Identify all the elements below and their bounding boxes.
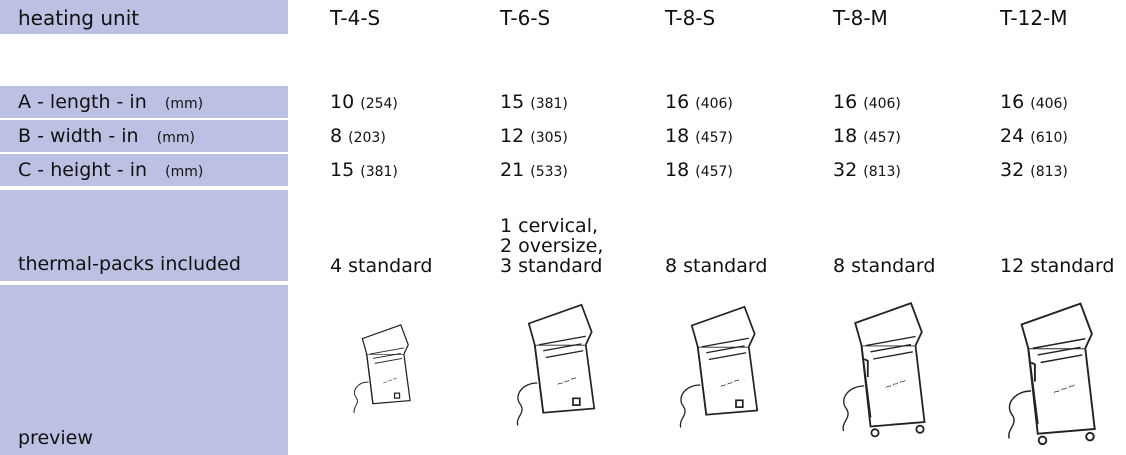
mm-value: (610) xyxy=(1030,130,1068,146)
dimension-cell: 8 (203) xyxy=(330,125,386,147)
mm-value: (406) xyxy=(695,96,733,112)
mm-value: (381) xyxy=(530,96,568,112)
unit-header: T-6-S xyxy=(500,6,551,30)
inch-value: 12 xyxy=(500,125,525,147)
inch-value: 10 xyxy=(330,91,355,113)
row-label: C - height - in (mm) xyxy=(18,159,203,181)
packs-label: thermal-packs included xyxy=(18,253,241,275)
mm-value: (457) xyxy=(695,130,733,146)
dimension-cell: 15 (381) xyxy=(330,159,398,181)
row-unit: (mm) xyxy=(156,130,195,146)
mm-value: (381) xyxy=(360,164,398,180)
dimension-cell: 16 (406) xyxy=(833,91,901,113)
packs-cell: 8 standard xyxy=(665,256,767,276)
unit-header: T-8-M xyxy=(833,6,888,30)
row-unit: (mm) xyxy=(165,164,204,180)
packs-cell: 1 cervical, 2 oversize, 3 standard xyxy=(500,216,603,276)
inch-value: 32 xyxy=(1000,159,1025,181)
mm-value: (203) xyxy=(348,130,386,146)
inch-value: 21 xyxy=(500,159,525,181)
dimension-cell: 32 (813) xyxy=(833,159,901,181)
mm-value: (406) xyxy=(863,96,901,112)
dimension-cell: 12 (305) xyxy=(500,125,568,147)
row-label-text: A - length - in xyxy=(18,91,147,113)
unit-header: T-8-S xyxy=(665,6,716,30)
dimension-cell: 21 (533) xyxy=(500,159,568,181)
packs-cell: 4 standard xyxy=(330,256,432,276)
packs-cell: 12 standard xyxy=(1000,256,1115,276)
row-label-cell: A - length - in (mm) xyxy=(0,86,288,118)
inch-value: 18 xyxy=(665,159,690,181)
dimension-cell: 18 (457) xyxy=(665,125,733,147)
svg-text:~~~: ~~~ xyxy=(382,375,399,387)
header-label-cell: heating unit xyxy=(0,0,288,34)
dimension-cell: 16 (406) xyxy=(665,91,733,113)
dimension-cell: 18 (457) xyxy=(665,159,733,181)
packs-line: 8 standard xyxy=(833,255,936,277)
row-unit: (mm) xyxy=(164,96,204,112)
packs-cell: 8 standard xyxy=(833,256,935,276)
mm-value: (813) xyxy=(1030,164,1068,180)
mm-value: (305) xyxy=(530,130,568,146)
packs-line: 3 standard xyxy=(500,255,603,277)
inch-value: 18 xyxy=(833,125,858,147)
packs-label-cell: thermal-packs included xyxy=(0,190,288,281)
unit-preview: ~~~ xyxy=(1008,302,1096,446)
packs-line: 4 standard xyxy=(330,255,433,277)
dimension-cell: 16 (406) xyxy=(1000,91,1068,113)
packs-line: 12 standard xyxy=(1000,255,1115,277)
row-label-text: C - height - in xyxy=(18,159,148,181)
inch-value: 24 xyxy=(1000,125,1025,147)
unit-preview: ~~~ xyxy=(842,302,926,438)
mm-value: (533) xyxy=(530,164,568,180)
inch-value: 16 xyxy=(833,91,858,113)
mm-value: (457) xyxy=(695,164,733,180)
header-label: heating unit xyxy=(18,6,140,30)
mm-value: (457) xyxy=(863,130,901,146)
unit-header: T-12-M xyxy=(1000,6,1068,30)
inch-value: 32 xyxy=(833,159,858,181)
preview-label: preview xyxy=(18,427,93,449)
packs-line: 2 oversize, xyxy=(500,235,604,257)
unit-header: T-4-S xyxy=(330,6,381,30)
mm-value: (254) xyxy=(360,96,398,112)
inch-value: 16 xyxy=(1000,91,1025,113)
dimension-cell: 24 (610) xyxy=(1000,125,1068,147)
row-label-cell: B - width - in (mm) xyxy=(0,120,288,152)
row-label-text: B - width - in xyxy=(18,125,139,147)
inch-value: 16 xyxy=(665,91,690,113)
unit-preview: ~~~ xyxy=(516,303,596,426)
inch-value: 15 xyxy=(500,91,525,113)
unit-preview: ~~~ xyxy=(679,305,759,428)
inch-value: 18 xyxy=(665,125,690,147)
row-label: A - length - in (mm) xyxy=(18,91,203,113)
inch-value: 15 xyxy=(330,159,355,181)
row-label-cell: C - height - in (mm) xyxy=(0,154,288,186)
mm-value: (406) xyxy=(1030,96,1068,112)
dimension-cell: 32 (813) xyxy=(1000,159,1068,181)
preview-label-cell: preview xyxy=(0,285,288,455)
row-label: B - width - in (mm) xyxy=(18,125,195,147)
unit-preview: ~~~ xyxy=(353,324,411,414)
dimension-cell: 15 (381) xyxy=(500,91,568,113)
packs-line: 1 cervical, xyxy=(500,215,599,237)
packs-line: 8 standard xyxy=(665,255,768,277)
inch-value: 8 xyxy=(330,125,343,147)
dimension-cell: 10 (254) xyxy=(330,91,398,113)
mm-value: (813) xyxy=(863,164,901,180)
dimension-cell: 18 (457) xyxy=(833,125,901,147)
